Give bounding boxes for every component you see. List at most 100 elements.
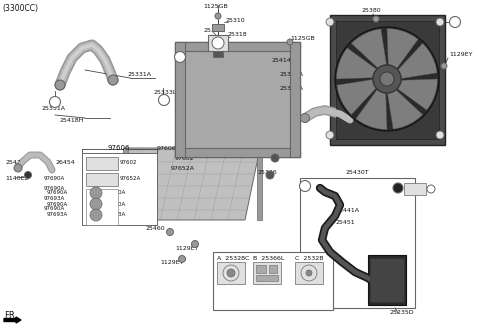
Circle shape: [436, 131, 444, 139]
Bar: [256, 265, 266, 273]
Text: 25451: 25451: [335, 219, 355, 224]
Circle shape: [393, 183, 403, 193]
Bar: [217, 262, 245, 284]
Text: 97693A: 97693A: [44, 195, 65, 200]
Text: 25380: 25380: [362, 9, 382, 13]
Circle shape: [427, 185, 435, 193]
Text: 25414H: 25414H: [272, 57, 297, 63]
Polygon shape: [110, 148, 260, 220]
Text: 97693A: 97693A: [105, 213, 126, 217]
Text: 1129EY: 1129EY: [175, 245, 199, 251]
Text: 1125GB: 1125GB: [290, 35, 315, 40]
Bar: [253, 262, 281, 284]
Bar: [123, 148, 128, 220]
Text: 25331A: 25331A: [127, 72, 151, 77]
Text: 97690A: 97690A: [44, 186, 65, 191]
Text: 25430T: 25430T: [345, 170, 369, 174]
Text: 97652A: 97652A: [88, 176, 109, 181]
Circle shape: [271, 154, 279, 162]
Text: 25331A: 25331A: [42, 106, 66, 111]
Bar: [175, 148, 300, 157]
Text: 25330: 25330: [203, 28, 223, 32]
Bar: [213, 252, 333, 310]
Text: B: B: [453, 19, 457, 25]
Bar: [336, 21, 439, 139]
Text: A  25328C: A 25328C: [217, 256, 250, 260]
Circle shape: [55, 80, 65, 90]
Polygon shape: [336, 48, 376, 79]
Text: 97690A: 97690A: [47, 191, 68, 195]
Text: 25470: 25470: [5, 160, 25, 166]
Text: 25331A: 25331A: [280, 72, 304, 77]
Text: 26454: 26454: [55, 159, 75, 165]
Circle shape: [326, 18, 334, 26]
Polygon shape: [337, 79, 376, 115]
Text: 97693A: 97693A: [47, 213, 68, 217]
Text: 97690A: 97690A: [47, 201, 68, 207]
Circle shape: [441, 63, 447, 69]
Circle shape: [373, 16, 379, 22]
Circle shape: [326, 131, 334, 139]
Circle shape: [215, 13, 221, 19]
Bar: [290, 42, 300, 157]
Bar: [368, 255, 406, 305]
Text: 25333L: 25333L: [153, 90, 176, 94]
Text: B  25366L: B 25366L: [253, 256, 284, 260]
Text: 25331A: 25331A: [280, 86, 304, 91]
Circle shape: [179, 256, 185, 262]
Circle shape: [158, 94, 169, 106]
Circle shape: [108, 75, 118, 85]
Circle shape: [373, 65, 401, 93]
Bar: [404, 183, 426, 195]
Circle shape: [380, 72, 394, 86]
Bar: [175, 42, 300, 157]
Circle shape: [90, 187, 102, 199]
Bar: [212, 24, 224, 31]
Text: 1129EY: 1129EY: [160, 260, 183, 265]
Text: 97602: 97602: [88, 160, 106, 166]
Text: 25441A: 25441A: [335, 208, 359, 213]
Polygon shape: [387, 29, 418, 68]
Text: 1125GB: 1125GB: [203, 5, 228, 10]
Bar: [82, 153, 157, 225]
Text: 25418H: 25418H: [60, 118, 84, 124]
Bar: [330, 15, 445, 145]
Circle shape: [90, 198, 102, 210]
Text: A: A: [162, 97, 166, 102]
Polygon shape: [397, 79, 437, 110]
Text: a: a: [430, 187, 432, 192]
Bar: [175, 42, 300, 51]
Circle shape: [175, 51, 185, 63]
Circle shape: [192, 240, 199, 248]
Bar: [185, 51, 290, 148]
Text: 25318: 25318: [262, 151, 282, 155]
Text: 1129EY: 1129EY: [449, 52, 472, 57]
Text: 97690A: 97690A: [105, 201, 126, 207]
Polygon shape: [351, 29, 386, 68]
Circle shape: [167, 229, 173, 236]
Text: 97606: 97606: [108, 145, 130, 151]
Text: B: B: [303, 183, 307, 189]
Bar: [256, 275, 278, 281]
Text: 1140EZ: 1140EZ: [5, 175, 29, 180]
Text: 97652A: 97652A: [120, 176, 141, 181]
Circle shape: [223, 265, 239, 281]
Text: 25235D: 25235D: [390, 310, 415, 315]
Text: C  2532B: C 2532B: [295, 256, 324, 260]
Text: (3300CC): (3300CC): [2, 4, 38, 12]
Circle shape: [212, 37, 224, 49]
Text: FR.: FR.: [4, 311, 17, 319]
Circle shape: [436, 18, 444, 26]
Bar: [86, 157, 118, 170]
Circle shape: [335, 27, 439, 131]
Polygon shape: [356, 90, 387, 130]
Text: 97690A: 97690A: [105, 191, 126, 195]
Bar: [213, 51, 223, 57]
Bar: [86, 173, 118, 186]
Circle shape: [300, 180, 311, 192]
Bar: [269, 265, 277, 273]
Circle shape: [24, 172, 32, 178]
Text: 97602: 97602: [120, 160, 137, 166]
Circle shape: [301, 265, 317, 281]
Circle shape: [227, 269, 235, 277]
